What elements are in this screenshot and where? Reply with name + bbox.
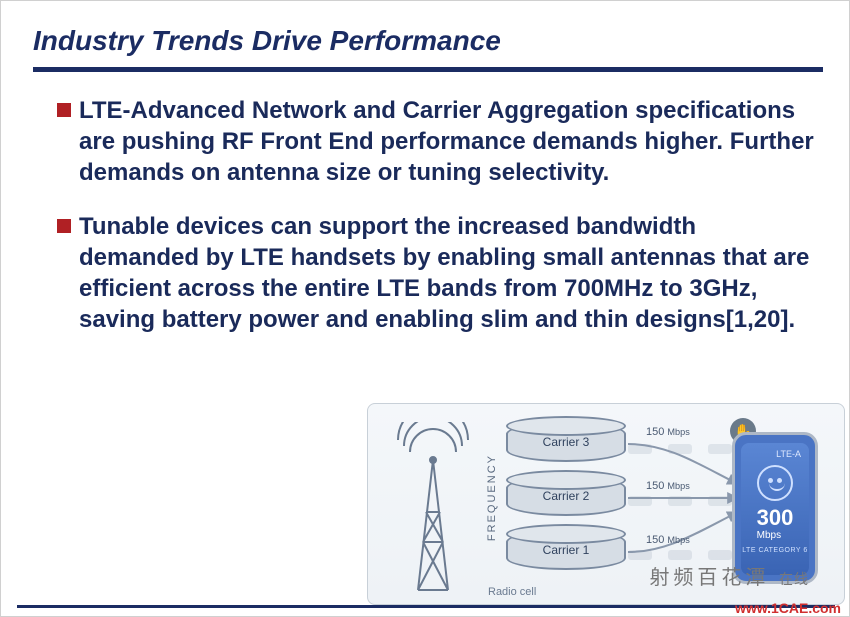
watermark-url: www.1CAE.com	[735, 600, 841, 616]
rate-label: 150 Mbps	[646, 426, 690, 438]
rate-label: 150 Mbps	[646, 534, 690, 546]
rate-label: 150 Mbps	[646, 480, 690, 492]
carrier-cylinder: Carrier 2	[506, 476, 626, 516]
carrier-label: Carrier 1	[543, 543, 590, 557]
footer-rule	[17, 605, 835, 608]
phone-footer: LTE CATEGORY 6	[742, 547, 808, 554]
smiley-icon	[757, 465, 793, 501]
slide-title: Industry Trends Drive Performance	[33, 25, 501, 57]
cell-tower-icon	[390, 422, 476, 592]
carrier-label: Carrier 2	[543, 489, 590, 503]
phone-screen: LTE-A 300Mbps LTE CATEGORY 6	[741, 443, 809, 575]
bullet-text: Tunable devices can support the increase…	[79, 211, 819, 336]
slide: Industry Trends Drive Performance LTE-Ad…	[0, 0, 850, 617]
radio-cell-label: Radio cell	[488, 586, 536, 598]
bullet-marker-icon	[57, 103, 71, 117]
carrier-cylinder: Carrier 3	[506, 422, 626, 462]
carrier-stack: Carrier 3 Carrier 2 Carrier 1	[506, 422, 626, 584]
frequency-axis-label: FREQUENCY	[486, 454, 498, 541]
carrier-label: Carrier 3	[543, 435, 590, 449]
bullet-item: Tunable devices can support the increase…	[79, 211, 819, 336]
bullet-marker-icon	[57, 219, 71, 233]
watermark-cn: 射频百花潭 在线	[649, 561, 809, 590]
bullet-list: LTE-Advanced Network and Carrier Aggrega…	[79, 95, 819, 357]
phone-rate: 300Mbps	[757, 507, 794, 541]
carrier-cylinder: Carrier 1	[506, 530, 626, 570]
phone-badge: LTE-A	[776, 449, 801, 459]
title-underline	[33, 67, 823, 72]
bullet-item: LTE-Advanced Network and Carrier Aggrega…	[79, 95, 819, 189]
bullet-text: LTE-Advanced Network and Carrier Aggrega…	[79, 95, 819, 189]
